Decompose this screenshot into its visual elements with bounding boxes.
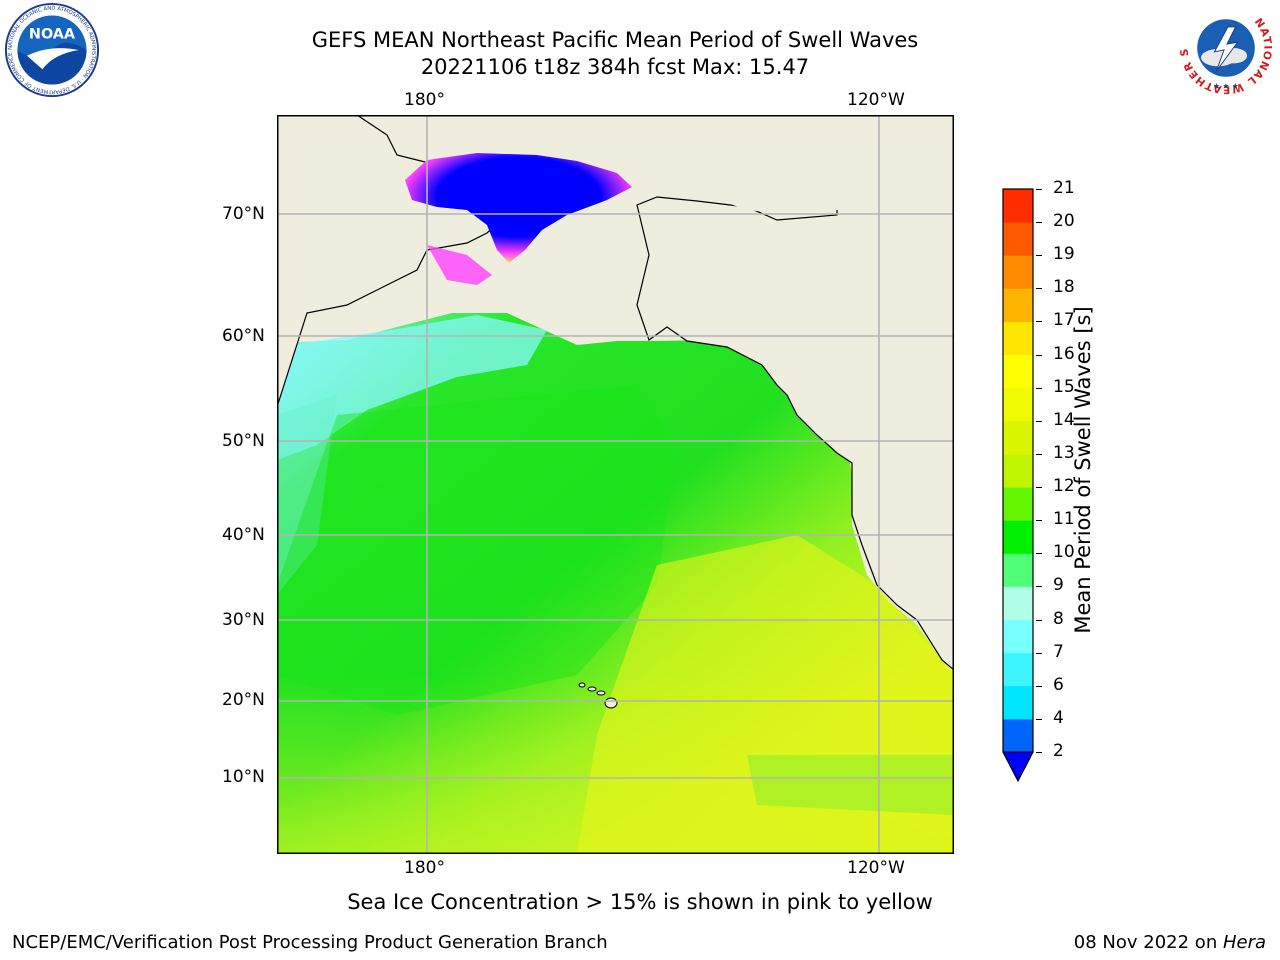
colorbar-segment: [1003, 255, 1033, 289]
colorbar-tick-label: 4: [1053, 707, 1064, 728]
colorbar-segment: [1003, 685, 1033, 720]
colorbar-tick-mark: [1036, 718, 1042, 720]
colorbar-segment: [1003, 487, 1033, 521]
colorbar-segment: [1003, 189, 1033, 223]
colorbar-segment: [1003, 520, 1033, 554]
colorbar: [1002, 188, 1034, 783]
footer-date: 08 Nov 2022 on Hera: [1074, 932, 1266, 953]
north-america-coast: [636, 115, 954, 671]
colorbar-tick-label: 10: [1053, 542, 1075, 563]
lon-label-top-120w: 120°W: [847, 90, 905, 110]
footer-host: Hera: [1222, 932, 1266, 953]
lon-label-bottom-180: 180°: [404, 858, 445, 878]
colorbar-tick-label: 9: [1053, 575, 1064, 596]
colorbar-segment: [1003, 288, 1033, 322]
lon-label-top-180: 180°: [404, 90, 445, 110]
colorbar-tick-mark: [1036, 586, 1042, 588]
colorbar-tick-label: 17: [1053, 310, 1075, 331]
colorbar-tick-label: 15: [1053, 376, 1075, 397]
colorbar-tick-mark: [1036, 288, 1042, 290]
colorbar-tick-mark: [1036, 619, 1042, 621]
colorbar-segment: [1003, 652, 1033, 687]
lat-label-10n: 10°N: [222, 767, 265, 787]
colorbar-segment: [1003, 619, 1033, 654]
colorbar-tick-label: 13: [1053, 442, 1075, 463]
sea-ice-arctic: [405, 153, 632, 263]
colorbar-tick-label: 6: [1053, 674, 1064, 695]
colorbar-tick-mark: [1036, 453, 1042, 455]
colorbar-tick-mark: [1036, 255, 1042, 257]
colorbar-tick-mark: [1036, 520, 1042, 522]
title-line-1: GEFS MEAN Northeast Pacific Mean Period …: [311, 28, 919, 52]
colorbar-tick-mark: [1036, 685, 1042, 687]
colorbar-tick-label: 11: [1053, 509, 1075, 530]
colorbar-tick-mark: [1036, 487, 1042, 489]
colorbar-tick-mark: [1036, 752, 1042, 753]
lat-label-40n: 40°N: [222, 525, 265, 545]
national-weather-service-logo-icon: NATIONAL WEATHER SERVICE ★ ★ ★: [1178, 0, 1273, 95]
lat-label-50n: 50°N: [222, 431, 265, 451]
colorbar-tick-mark: [1036, 387, 1042, 389]
colorbar-extend-arrow: [1003, 752, 1033, 781]
svg-text:★ ★ ★: ★ ★ ★: [1213, 81, 1239, 90]
colorbar-segment: [1003, 222, 1033, 256]
colorbar-segment: [1003, 718, 1033, 753]
colorbar-tick-label: 18: [1053, 277, 1075, 298]
colorbar-segment: [1003, 354, 1033, 389]
footer-org: NCEP/EMC/Verification Post Processing Pr…: [12, 932, 608, 953]
sea-ice-note: Sea Ice Concentration > 15% is shown in …: [347, 890, 933, 914]
colorbar-tick-label: 21: [1053, 178, 1075, 198]
title-line-2: 20221106 t18z 384h fcst Max: 15.47: [420, 55, 810, 79]
colorbar-tick-mark: [1036, 420, 1042, 422]
noaa-logo-text: NOAA: [29, 26, 76, 42]
colorbar-tick-mark: [1036, 222, 1042, 224]
lon-label-bottom-120w: 120°W: [847, 858, 905, 878]
colorbar-tick-label: 19: [1053, 244, 1075, 265]
colorbar-segment: [1003, 420, 1033, 455]
colorbar-label: Mean Period of Swell Waves [s]: [1071, 306, 1095, 634]
colorbar-tick-mark: [1036, 189, 1042, 190]
colorbar-tick-label: 16: [1053, 343, 1075, 364]
colorbar-segment: [1003, 553, 1033, 587]
colorbar-tick-label: 8: [1053, 608, 1064, 629]
lat-label-60n: 60°N: [222, 326, 265, 346]
colorbar-segment: [1003, 453, 1033, 488]
noaa-logo-icon: NATIONAL OCEANIC AND ATMOSPHERIC ADMINIS…: [4, 2, 100, 98]
colorbar-tick-label: 14: [1053, 409, 1075, 430]
footer-date-text: 08 Nov 2022 on: [1073, 932, 1223, 953]
colorbar-segment: [1003, 387, 1033, 422]
colorbar-tick-label: 12: [1053, 476, 1075, 497]
colorbar-tick-mark: [1036, 321, 1042, 323]
colorbar-tick-label: 7: [1053, 641, 1064, 662]
colorbar-tick-label: 20: [1053, 211, 1075, 232]
graticule: [277, 115, 954, 854]
lat-label-30n: 30°N: [222, 610, 265, 630]
colorbar-tick-mark: [1036, 354, 1042, 356]
colorbar-tick-label: 2: [1053, 741, 1064, 761]
lat-label-70n: 70°N: [222, 204, 265, 224]
colorbar-segment: [1003, 321, 1033, 356]
colorbar-tick-mark: [1036, 553, 1042, 555]
lat-label-20n: 20°N: [222, 690, 265, 710]
swell-period-map: [277, 115, 954, 854]
colorbar-tick-mark: [1036, 652, 1042, 654]
colorbar-segment: [1003, 586, 1033, 621]
